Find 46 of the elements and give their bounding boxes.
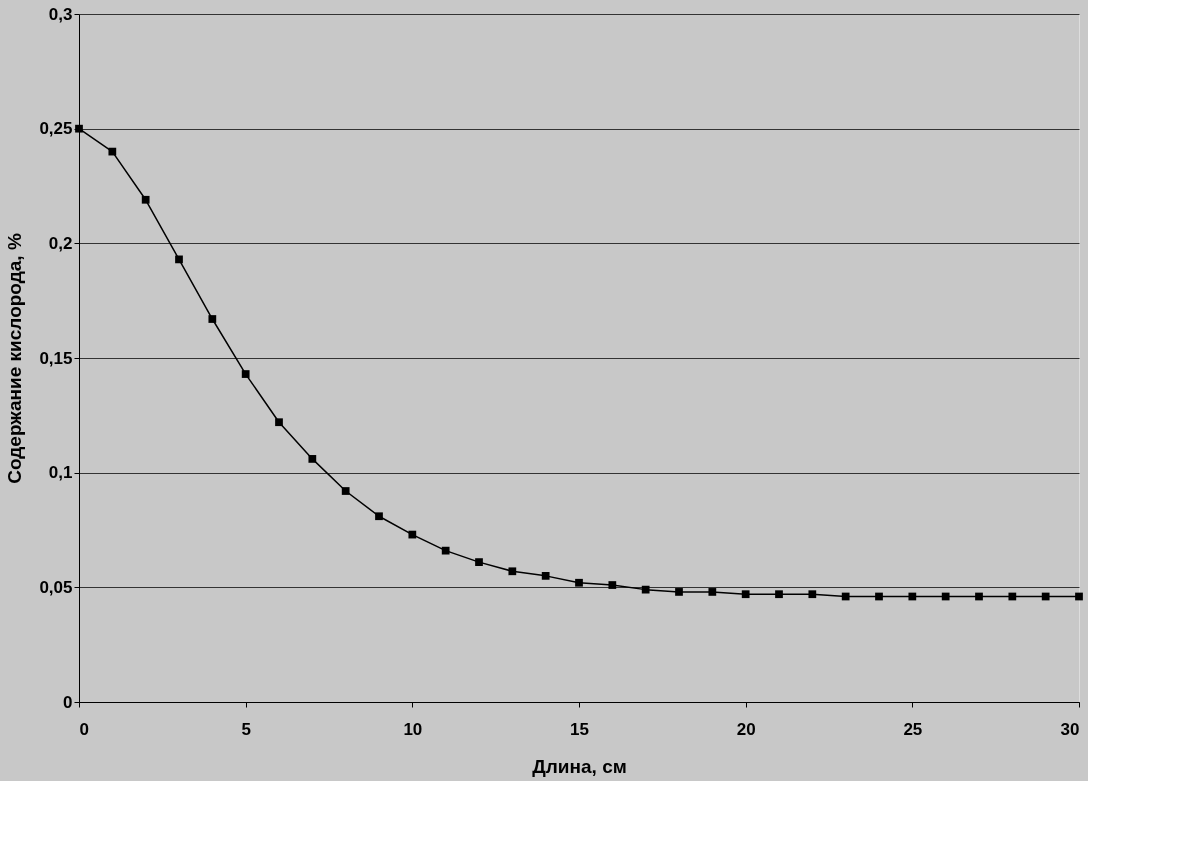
point	[608, 581, 617, 589]
point	[508, 567, 517, 576]
y-tick-label: 0,2	[48, 233, 73, 253]
point	[641, 585, 650, 594]
y-tick-label: 0,25	[39, 119, 73, 139]
point	[275, 418, 283, 427]
point	[941, 592, 950, 601]
point	[375, 512, 383, 521]
y-tick-label: 0,3	[48, 4, 73, 24]
point	[1041, 592, 1050, 601]
point	[1075, 592, 1083, 601]
x-tick-label: 25	[903, 719, 923, 739]
y-tick-label: 0,15	[39, 348, 73, 368]
point	[808, 590, 817, 599]
point	[241, 370, 250, 378]
x-tick-label: 10	[403, 719, 423, 739]
x-tick-label: 5	[241, 719, 251, 739]
y-tick-label: 0,1	[48, 463, 73, 483]
point	[575, 578, 583, 587]
point	[675, 588, 683, 596]
point	[108, 147, 117, 156]
point	[1008, 592, 1017, 601]
point	[875, 592, 883, 601]
y-tick-label: 0	[63, 692, 73, 712]
point	[441, 546, 450, 555]
point	[175, 255, 183, 264]
point	[208, 315, 217, 323]
point	[841, 592, 850, 601]
x-tick-label: 30	[1060, 719, 1080, 739]
x-axis-title: Длина, см	[532, 755, 627, 777]
x-tick-label: 20	[736, 719, 756, 739]
point	[708, 588, 717, 596]
point	[141, 195, 150, 204]
y-tick-label: 0,05	[39, 577, 73, 597]
point	[908, 592, 917, 601]
point	[341, 487, 350, 495]
x-tick-label: 0	[79, 719, 89, 739]
point	[308, 455, 317, 463]
point	[741, 590, 750, 599]
point	[475, 558, 483, 566]
point	[541, 571, 550, 580]
point	[775, 590, 783, 599]
y-axis-title: Содержание кислорода, %	[4, 233, 26, 484]
point	[975, 592, 983, 601]
x-tick-label: 15	[570, 719, 589, 739]
point	[408, 530, 417, 539]
